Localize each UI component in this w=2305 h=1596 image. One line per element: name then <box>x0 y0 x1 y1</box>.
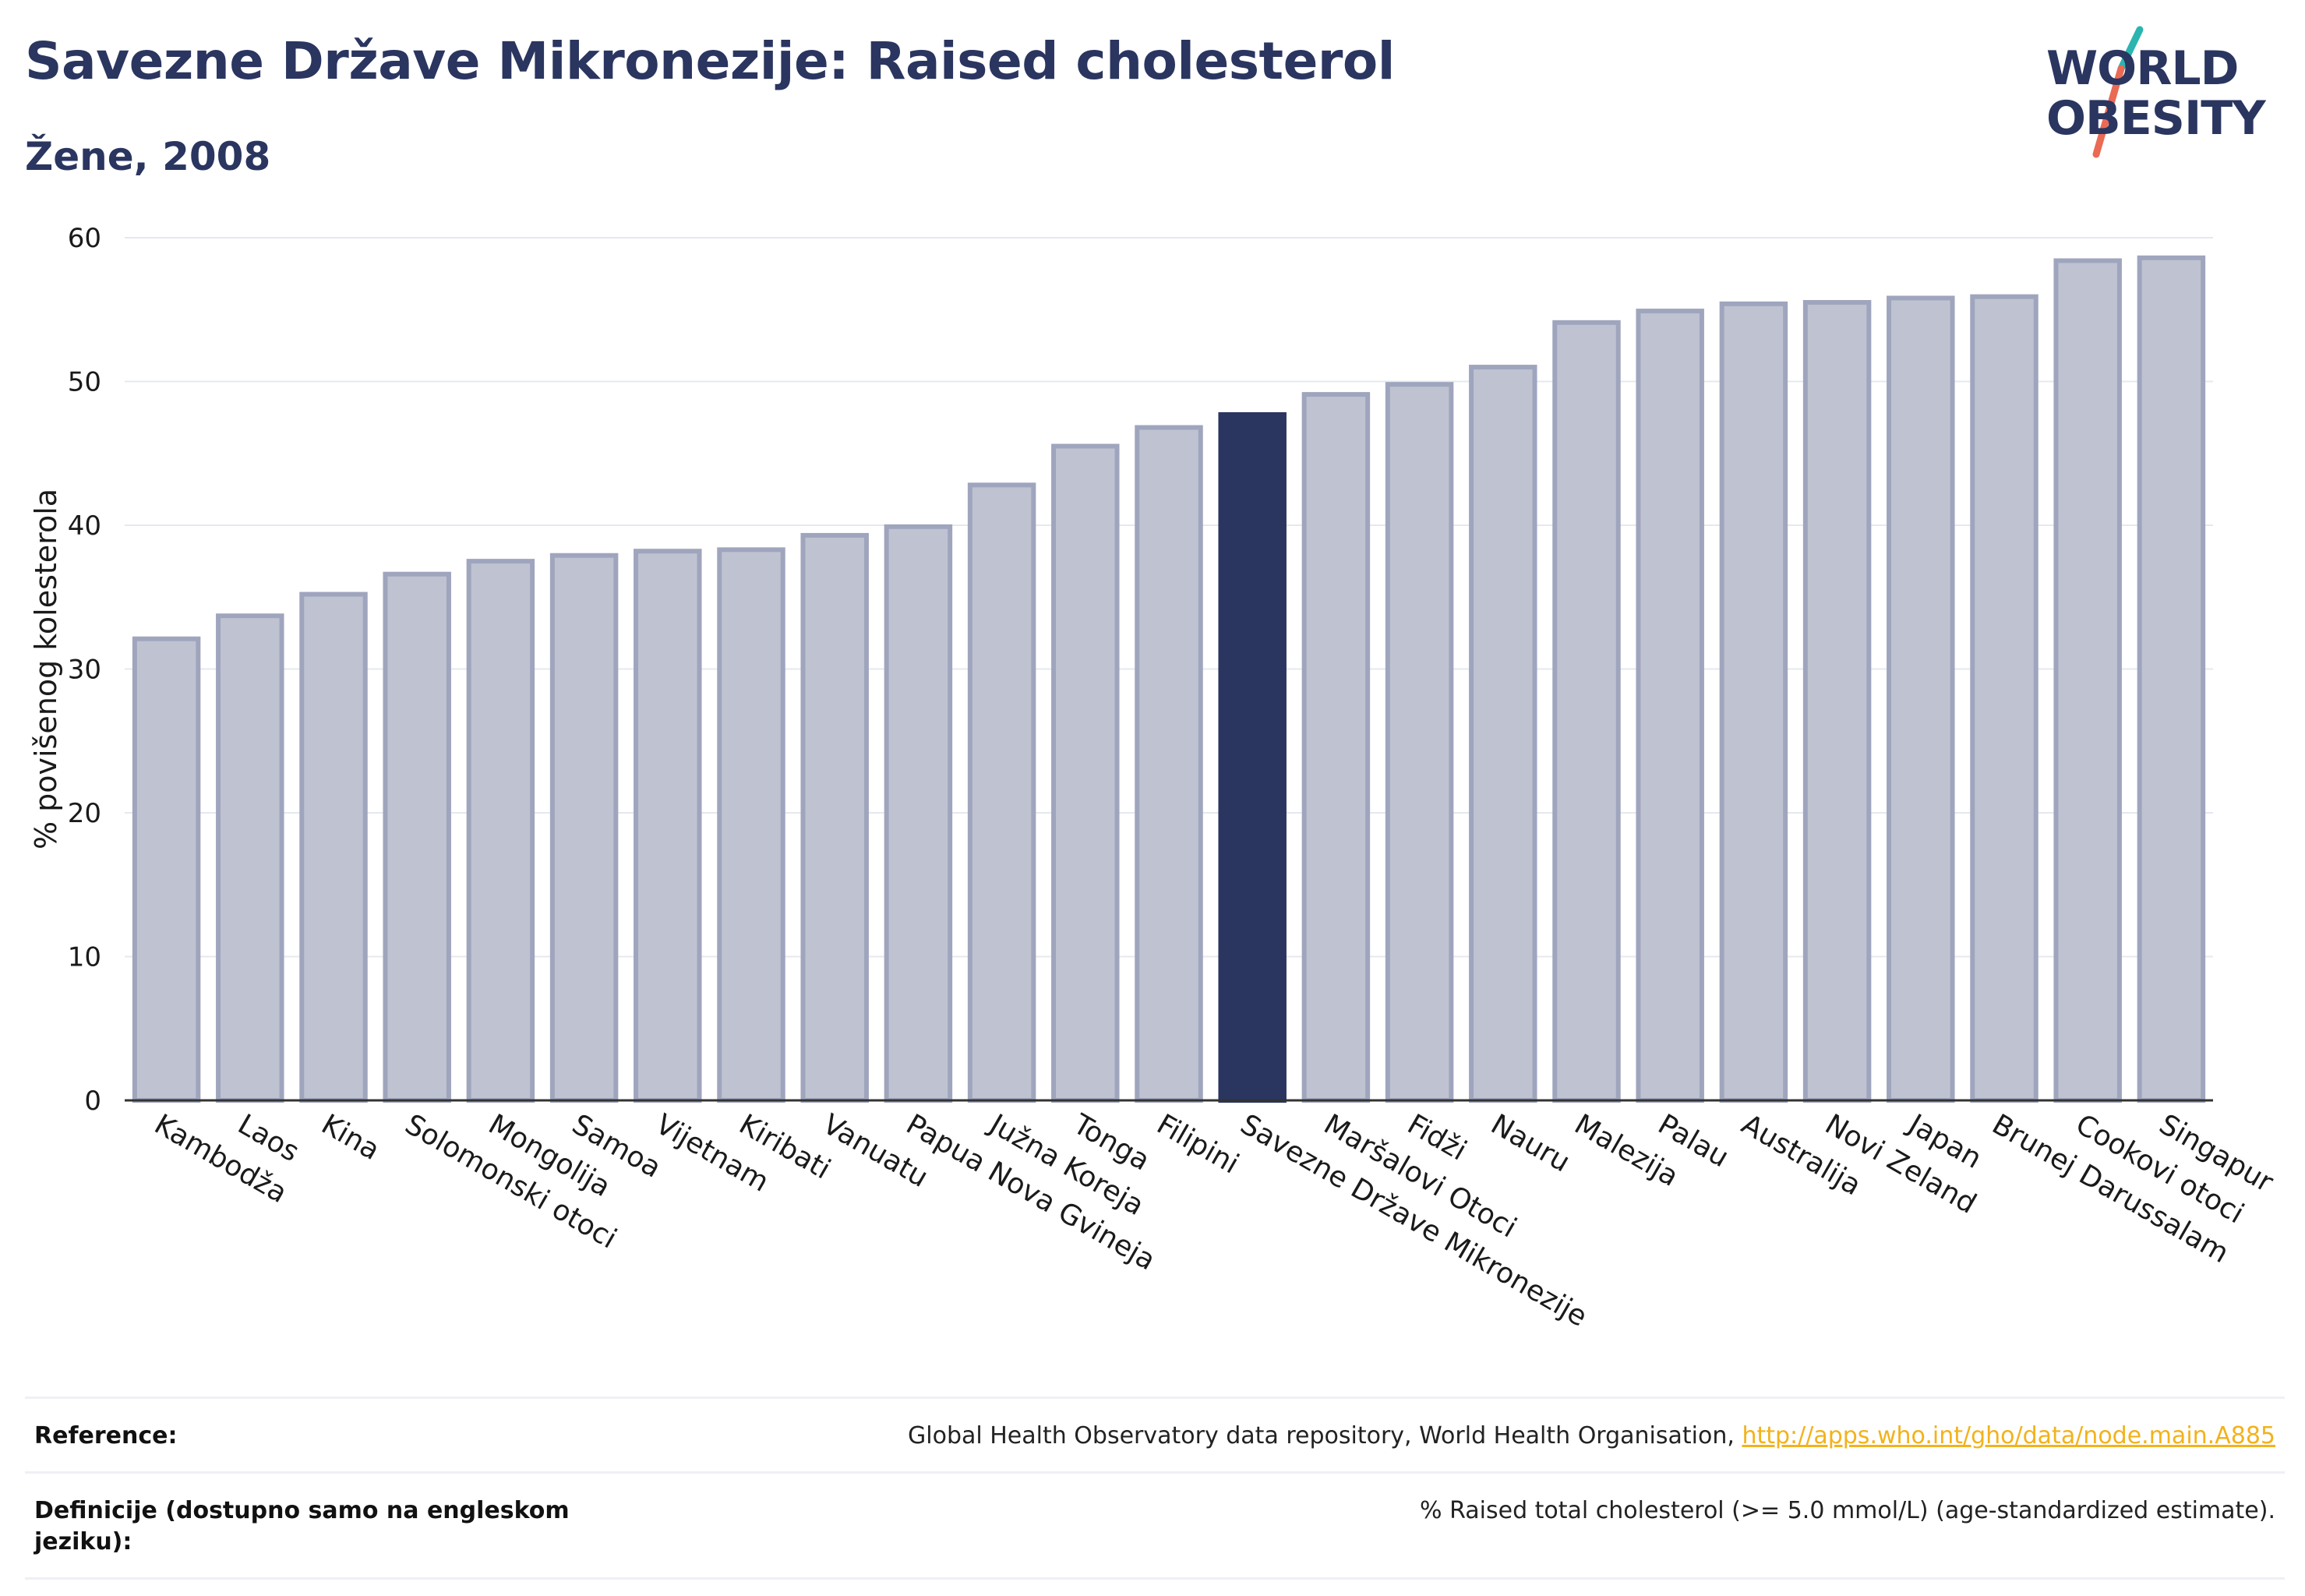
logo-slash-icon <box>2092 26 2144 158</box>
reference-table: Reference: Global Health Observatory dat… <box>25 1396 2285 1580</box>
bar[interactable] <box>967 482 1036 1103</box>
logo-text-world: WORLD <box>2046 41 2239 96</box>
bar[interactable] <box>1051 443 1120 1103</box>
x-tick-label: Filipini <box>1152 1108 1244 1180</box>
y-tick-label: 60 <box>68 223 101 254</box>
bar[interactable] <box>634 549 702 1103</box>
bar[interactable] <box>383 571 451 1103</box>
y-tick-label: 10 <box>68 942 101 973</box>
world-obesity-logo[interactable]: WORLD OBESITY <box>2034 23 2299 164</box>
bar[interactable] <box>1970 294 2038 1103</box>
definition-value: % Raised total cholesterol (>= 5.0 mmol/… <box>1420 1496 2275 1524</box>
bar[interactable] <box>1719 301 1788 1103</box>
bar[interactable] <box>1385 382 1454 1103</box>
bar[interactable] <box>1469 365 1537 1103</box>
bar[interactable] <box>299 591 368 1103</box>
bar[interactable] <box>132 636 201 1103</box>
reference-link[interactable]: http://apps.who.int/gho/data/node.main.A… <box>1742 1422 2275 1449</box>
y-axis-ticks: 0 10 20 30 40 50 60 <box>68 223 101 1117</box>
y-axis-label: % povišenog kolesterola <box>29 489 63 849</box>
bar[interactable] <box>2053 258 2122 1103</box>
bar[interactable] <box>1887 295 1955 1103</box>
y-tick-label: 40 <box>68 510 101 542</box>
bar[interactable] <box>216 613 284 1103</box>
bar[interactable] <box>466 559 535 1103</box>
chart-subtitle: Žene, 2008 <box>25 134 271 179</box>
reference-text: Global Health Observatory data repositor… <box>908 1422 1742 1449</box>
chart-title: Savezne Države Mikronezije: Raised chole… <box>25 31 1395 91</box>
definition-label: Definicije (dostupno samo na engleskom j… <box>34 1496 570 1556</box>
y-tick-label: 30 <box>68 655 101 686</box>
reference-value: Global Health Observatory data repositor… <box>908 1421 2275 1453</box>
bar[interactable] <box>884 524 953 1103</box>
bar[interactable] <box>800 532 869 1103</box>
bar-highlighted[interactable] <box>1218 411 1287 1103</box>
bar[interactable] <box>2137 255 2206 1103</box>
bar[interactable] <box>1802 300 1872 1103</box>
bar[interactable] <box>1135 425 1203 1103</box>
x-tick-label: Nauru <box>1485 1108 1575 1178</box>
reference-row: Reference: Global Health Observatory dat… <box>25 1396 2285 1471</box>
bar[interactable] <box>1552 320 1621 1103</box>
bars <box>132 255 2206 1103</box>
bar[interactable] <box>549 553 619 1103</box>
y-tick-label: 0 <box>84 1086 101 1117</box>
y-tick-label: 50 <box>68 367 101 398</box>
bar[interactable] <box>1301 392 1371 1103</box>
logo-text-obesity: OBESITY <box>2046 91 2266 146</box>
definition-row: Definicije (dostupno samo na engleskom j… <box>25 1471 2285 1580</box>
y-tick-label: 20 <box>68 798 101 829</box>
x-tick-label: Kina <box>316 1108 385 1167</box>
bar[interactable] <box>717 547 785 1103</box>
reference-label: Reference: <box>34 1422 178 1449</box>
bar[interactable] <box>1636 309 1704 1103</box>
